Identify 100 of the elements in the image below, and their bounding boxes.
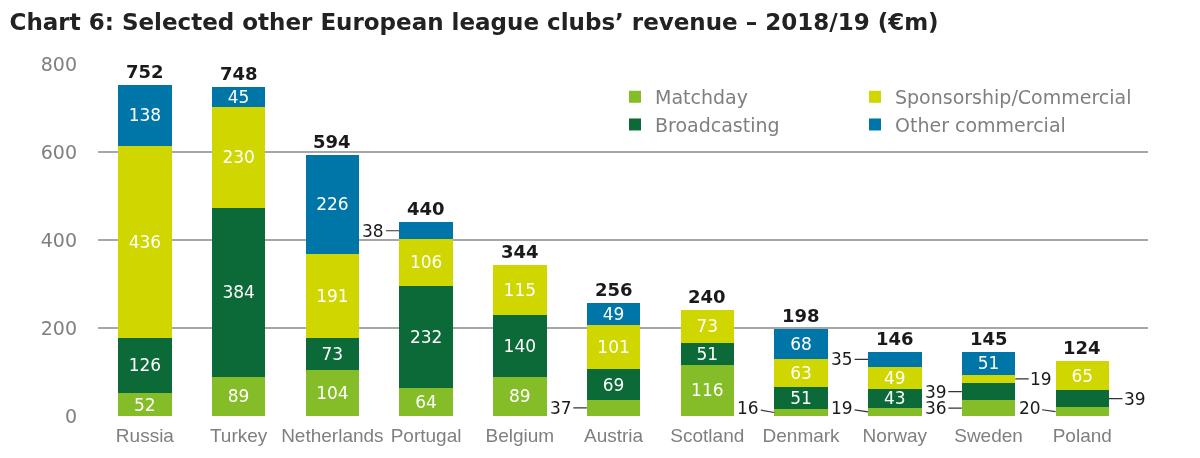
bar (961, 383, 1016, 401)
bar (1055, 390, 1109, 408)
bar (868, 407, 922, 416)
bar (399, 387, 453, 416)
data-label: 436 (128, 231, 162, 252)
bar (774, 358, 828, 387)
data-label: 51 (977, 353, 1000, 374)
data-label: 104 (316, 383, 349, 404)
data-label: 35 (831, 349, 853, 369)
total-label: 440 (407, 198, 445, 219)
data-label: 39 (1124, 389, 1146, 409)
bar (305, 370, 360, 416)
x-tick-label: Norway (862, 425, 928, 446)
data-label: 38 (362, 221, 384, 241)
bar (586, 324, 641, 370)
bar (305, 338, 360, 371)
data-label: 49 (602, 304, 625, 325)
total-label: 752 (126, 61, 164, 82)
x-tick-label: Belgium (485, 425, 555, 446)
data-label: 89 (227, 386, 250, 407)
bar (118, 145, 172, 338)
data-label: 20 (1019, 398, 1041, 418)
data-label: 51 (696, 343, 719, 364)
bar (118, 393, 172, 416)
bar (586, 399, 641, 416)
total-label: 748 (220, 63, 258, 84)
data-label: 116 (691, 380, 724, 401)
data-label: 43 (883, 388, 906, 409)
bar (680, 364, 735, 416)
total-label: 594 (313, 131, 351, 152)
y-tick-label: 400 (40, 228, 77, 251)
data-label: 126 (128, 355, 162, 376)
bar (774, 328, 828, 359)
x-tick-label: Turkey (209, 425, 268, 446)
data-label: 138 (128, 105, 162, 126)
data-label: 73 (696, 316, 719, 337)
x-tick-label: Sweden (954, 425, 1023, 446)
total-label: 124 (1063, 337, 1101, 358)
data-label: 191 (316, 286, 349, 307)
chart-title: Chart 6: Selected other European league clubs’ revenue – 2018/19 (€m) (9, 9, 939, 36)
bar (305, 154, 360, 255)
bar (305, 254, 360, 339)
data-label: 64 (415, 391, 437, 412)
total-label: 344 (501, 241, 539, 262)
y-tick-label: 800 (40, 52, 77, 75)
bar (211, 106, 266, 208)
legend-label: Matchday (655, 86, 748, 109)
data-label: 63 (790, 362, 812, 383)
bar (586, 369, 641, 400)
bar (399, 222, 453, 240)
total-label: 145 (970, 328, 1008, 349)
data-label: 101 (597, 337, 630, 358)
bar (211, 376, 266, 416)
data-label: 65 (1071, 365, 1094, 386)
bar (961, 400, 1016, 416)
bar (399, 239, 453, 286)
x-tick-label: Portugal (390, 425, 462, 446)
total-label: 198 (782, 305, 820, 326)
data-label: 45 (227, 86, 250, 107)
y-tick-label: 600 (40, 140, 77, 163)
legend-label: Broadcasting (655, 113, 780, 136)
data-label: 140 (503, 336, 537, 357)
data-label: 73 (321, 344, 344, 365)
x-tick-label: Scotland (670, 425, 745, 446)
bar (493, 315, 547, 377)
bar (118, 85, 172, 146)
data-label: 226 (316, 194, 349, 215)
data-label: 106 (409, 252, 443, 273)
data-label: 68 (790, 333, 812, 354)
bar (399, 285, 453, 388)
data-label: 89 (509, 386, 531, 407)
data-label: 37 (550, 398, 572, 418)
bar (118, 337, 172, 394)
bar (680, 310, 735, 343)
data-label: 51 (790, 387, 812, 408)
data-label: 115 (503, 279, 537, 300)
bar (868, 351, 922, 368)
data-label: 16 (737, 398, 759, 418)
bar (774, 408, 828, 416)
x-tick-label: Netherlands (281, 425, 384, 446)
bar (211, 207, 266, 377)
x-tick-label: Poland (1052, 425, 1112, 446)
bar (1055, 407, 1109, 416)
x-tick-label: Austria (584, 425, 644, 446)
total-label: 146 (876, 328, 914, 349)
data-label: 232 (409, 326, 443, 347)
bar (493, 376, 547, 416)
data-label: 230 (222, 147, 255, 168)
x-tick-label: Russia (115, 425, 175, 446)
data-label: 19 (1030, 369, 1052, 389)
bar (961, 352, 1016, 375)
data-label: 49 (883, 367, 906, 388)
bar (1055, 361, 1109, 391)
x-tick-label: Denmark (762, 425, 841, 446)
legend-label: Sponsorship/Commercial (895, 86, 1132, 109)
data-label: 52 (134, 394, 156, 415)
bar (493, 264, 547, 316)
y-tick-label: 200 (40, 316, 77, 339)
bar (961, 374, 1016, 383)
total-label: 240 (688, 286, 726, 307)
